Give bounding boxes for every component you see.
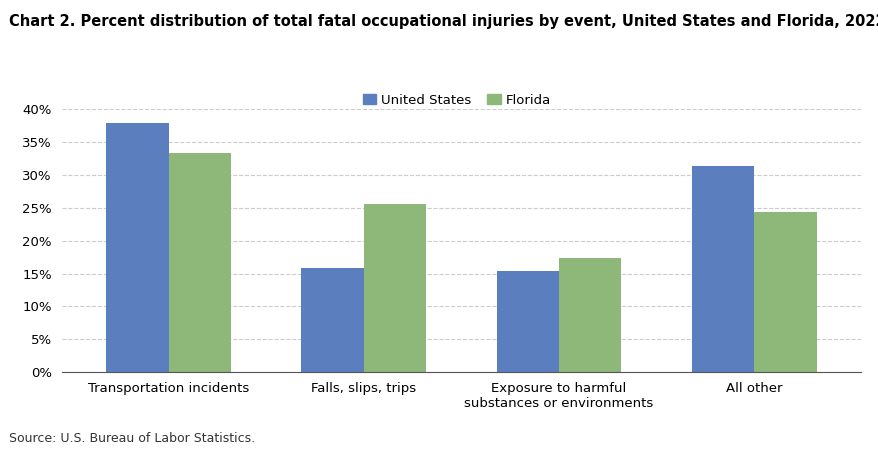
Bar [691, 166, 753, 372]
Bar [106, 123, 169, 372]
Legend: United States, Florida: United States, Florida [357, 89, 556, 112]
Bar [753, 212, 816, 372]
Bar [301, 267, 363, 372]
Bar [558, 258, 621, 372]
Bar [169, 153, 231, 372]
Bar [496, 271, 558, 372]
Bar [363, 204, 426, 372]
Text: Source: U.S. Bureau of Labor Statistics.: Source: U.S. Bureau of Labor Statistics. [9, 432, 255, 445]
Text: Chart 2. Percent distribution of total fatal occupational injuries by event, Uni: Chart 2. Percent distribution of total f… [9, 14, 878, 29]
